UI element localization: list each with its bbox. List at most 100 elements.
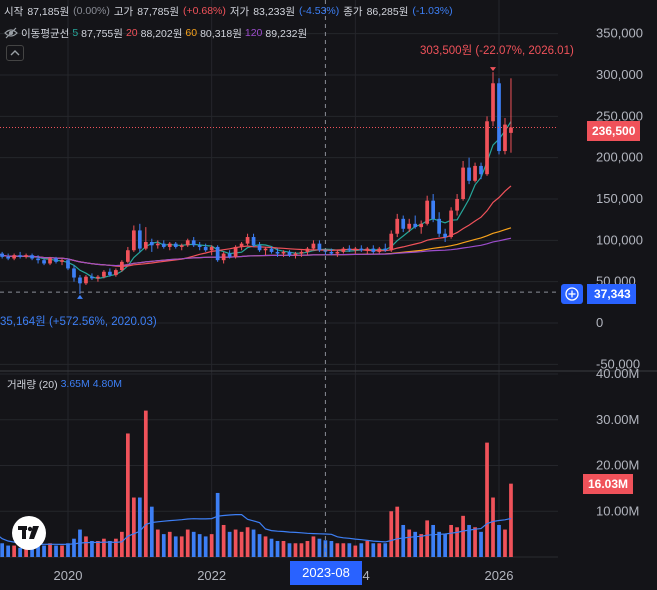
- open-change: (0.00%): [73, 5, 110, 17]
- candle-body: [287, 251, 292, 256]
- volume-axis-label: 20.00M: [596, 458, 639, 473]
- candle: [263, 246, 268, 256]
- volume-bar: [365, 540, 370, 557]
- candle: [54, 256, 58, 264]
- price-axis-label: 150,000: [596, 191, 643, 206]
- open-label: 시작: [4, 5, 24, 18]
- volume-legend[interactable]: 거래량 (20) 3.65M 4.80M: [4, 377, 122, 391]
- volume-bar: [323, 540, 328, 557]
- ma120-period: 120: [244, 27, 263, 39]
- candle-body: [455, 199, 459, 211]
- candle: [209, 245, 214, 256]
- candle-body: [137, 230, 142, 249]
- candle-body: [149, 241, 154, 246]
- tradingview-logo[interactable]: [12, 516, 46, 550]
- volume-bar: [90, 540, 94, 557]
- candle: [509, 78, 513, 153]
- ma5-period: 5: [72, 27, 79, 39]
- candle-body: [197, 245, 202, 247]
- candle: [257, 241, 262, 252]
- candle-body: [497, 83, 501, 152]
- candle: [329, 248, 334, 256]
- volume-bar: [275, 540, 280, 557]
- volume-bar: [54, 545, 58, 557]
- eye-slash-icon[interactable]: [4, 27, 18, 39]
- volume-bar: [233, 529, 238, 557]
- candle-body: [347, 248, 352, 251]
- candle-body: [60, 260, 64, 262]
- candle-body: [179, 245, 184, 247]
- candle: [395, 213, 400, 238]
- candle-body: [431, 200, 436, 219]
- candle-body: [407, 223, 412, 229]
- volume-bar: [299, 543, 304, 557]
- candle-body: [485, 121, 489, 175]
- candle: [365, 246, 370, 254]
- candle: [149, 238, 154, 252]
- crosshair-add-button[interactable]: [561, 284, 583, 304]
- volume-bar: [18, 547, 22, 557]
- candle: [275, 248, 280, 257]
- volume-bar: [12, 545, 16, 557]
- high-change: (+0.68%): [182, 5, 226, 17]
- candle: [485, 116, 489, 176]
- candle-body: [66, 260, 70, 269]
- volume-bar: [401, 524, 406, 557]
- candle: [137, 223, 142, 252]
- volume-bar: [60, 545, 64, 557]
- candle: [96, 275, 100, 282]
- candle-body: [215, 246, 220, 261]
- candle-body: [377, 248, 382, 252]
- candle-body: [48, 258, 52, 264]
- high-label: 고가: [113, 5, 134, 18]
- candle: [371, 245, 376, 254]
- candle: [108, 268, 112, 277]
- candle-body: [299, 251, 304, 254]
- volume-bar: [96, 540, 100, 557]
- candle-body: [461, 167, 465, 199]
- collapse-legend-button[interactable]: [6, 45, 24, 61]
- candle: [18, 251, 22, 259]
- candle-body: [191, 240, 196, 246]
- volume-bar: [257, 534, 262, 557]
- volume-bar: [467, 524, 471, 557]
- volume-bar: [185, 529, 190, 557]
- candle: [497, 78, 501, 155]
- volume-bar: [161, 534, 166, 557]
- candle-body: [12, 255, 16, 259]
- volume-value2: 4.80M: [92, 378, 122, 390]
- candle-body: [479, 165, 483, 175]
- volume-bar: [179, 536, 184, 557]
- candle: [443, 228, 447, 242]
- candle: [84, 275, 88, 285]
- candle: [425, 195, 430, 226]
- volume-label: 거래량 (20): [7, 378, 58, 391]
- candle: [245, 233, 250, 246]
- ma-legend[interactable]: 이동평균선 5 87,755원 20 88,202원 60 80,318원 12…: [4, 25, 307, 41]
- candle: [503, 117, 507, 155]
- candle: [347, 245, 352, 252]
- candle: [281, 250, 286, 257]
- volume-bar: [407, 529, 412, 557]
- candle: [473, 162, 477, 183]
- candle-body: [449, 210, 453, 238]
- candle-body: [78, 277, 82, 284]
- candle: [155, 240, 160, 249]
- candle-body: [114, 270, 118, 276]
- candle: [24, 253, 28, 259]
- volume-bar: [437, 531, 441, 557]
- candle: [90, 273, 94, 281]
- candle-body: [437, 218, 441, 234]
- volume-axis-label: 40.00M: [596, 366, 639, 381]
- price-axis-label: 300,000: [596, 67, 643, 82]
- volume-bar: [239, 531, 244, 557]
- candle: [221, 251, 226, 264]
- candle: [413, 215, 418, 229]
- volume-bar: [329, 540, 334, 557]
- candle: [377, 246, 382, 254]
- ma120-value: 89,232원: [265, 27, 308, 40]
- chevron-up-icon: [10, 50, 20, 56]
- candle-body: [143, 241, 148, 249]
- volume-bar: [491, 497, 495, 557]
